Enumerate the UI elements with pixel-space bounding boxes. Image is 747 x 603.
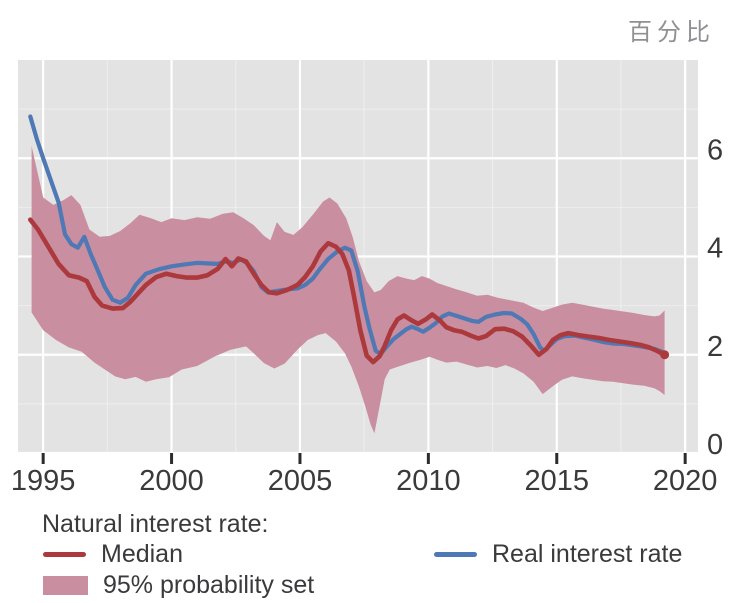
x-tick-label: 1995 xyxy=(11,465,76,497)
legend-item-median: Median xyxy=(43,540,183,568)
natural-rate-chart: 1995 2000 2005 2010 2015 2020 0 2 4 6 xyxy=(11,60,723,497)
median-line xyxy=(27,217,667,365)
legend-title: Natural interest rate: xyxy=(42,510,269,538)
y-tick-label: 2 xyxy=(707,331,723,363)
y-axis-unit-label: 百分比 xyxy=(628,19,715,46)
x-tick-label: 2000 xyxy=(139,465,204,497)
x-tick-label: 2015 xyxy=(525,465,590,497)
x-tick-label: 2005 xyxy=(268,465,333,497)
median-line-swatch xyxy=(43,551,86,557)
real-rate-line xyxy=(28,114,667,356)
probability-band-swatch xyxy=(43,575,88,595)
legend-label-band: 95% probability set xyxy=(103,570,315,599)
legend-item-band: 95% probability set xyxy=(43,571,314,599)
y-tick-label: 0 xyxy=(707,429,723,461)
x-tick-label: 2020 xyxy=(653,465,718,497)
legend-item-real-rate: Real interest rate xyxy=(434,540,682,568)
median-end-dot xyxy=(660,350,670,360)
y-tick-label: 6 xyxy=(707,134,723,166)
x-tick-label: 2010 xyxy=(396,465,461,497)
legend-label-median: Median xyxy=(101,539,183,568)
real-rate-line-swatch xyxy=(434,551,477,557)
y-tick-label: 4 xyxy=(707,233,723,265)
probability-band-area xyxy=(31,146,665,434)
legend-label-real-rate: Real interest rate xyxy=(492,539,683,568)
